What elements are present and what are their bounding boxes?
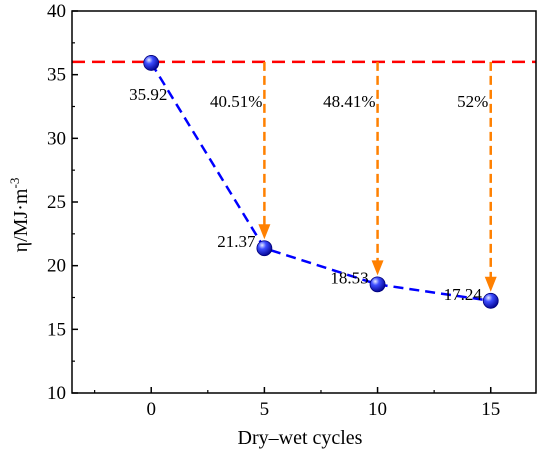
reduction-label-2: 48.41% [323, 92, 375, 111]
plot-frame [71, 10, 537, 394]
label-layer: 35.92 21.37 18.53 17.24 40.51% 48.41% 52% [129, 85, 488, 304]
reduction-arrowhead-3 [484, 276, 497, 292]
x-tick-label-2: 5 [260, 399, 270, 420]
axes-layer: 10 15 20 25 30 35 40 0 5 10 15 [47, 1, 537, 420]
y-axis-title: η/MJ·m-3 [7, 178, 32, 253]
y-tick-label-4: 25 [47, 192, 66, 213]
reduction-arrowhead-2 [371, 260, 384, 276]
data-label-4: 17.24 [444, 285, 483, 304]
y-tick-label-1: 10 [47, 383, 66, 404]
data-point-2 [256, 240, 273, 257]
x-tick-label-3: 10 [368, 399, 387, 420]
x-tick-label-1: 0 [146, 399, 156, 420]
data-label-2: 21.37 [217, 232, 256, 251]
y-tick-label-7: 40 [47, 1, 66, 22]
reduction-label-1: 40.51% [210, 92, 262, 111]
series-layer [143, 55, 499, 309]
reduction-label-3: 52% [457, 92, 488, 111]
x-axis-title: Dry–wet cycles [238, 427, 363, 449]
arrow-layer [258, 61, 497, 292]
reduction-arrowhead-1 [258, 224, 271, 240]
y-tick-label-5: 30 [47, 128, 66, 149]
data-label-3: 18.53 [330, 268, 368, 287]
y-tick-label-2: 15 [47, 319, 66, 340]
data-label-1: 35.92 [129, 85, 167, 104]
x-tick-label-4: 15 [481, 399, 500, 420]
y-tick-label-6: 35 [47, 65, 66, 86]
series-line [150, 62, 491, 303]
data-point-3 [369, 276, 386, 293]
y-tick-label-3: 20 [47, 256, 66, 277]
data-point-4 [482, 292, 499, 309]
data-point-1 [143, 55, 160, 71]
